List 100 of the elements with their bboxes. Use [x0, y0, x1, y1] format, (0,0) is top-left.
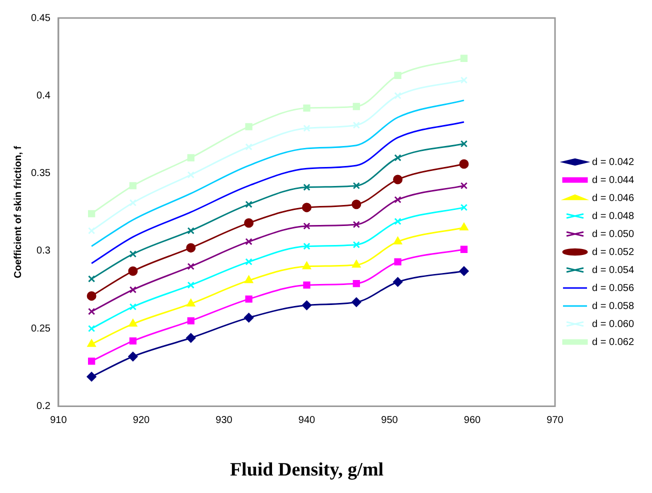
point	[394, 218, 402, 225]
point	[87, 339, 96, 347]
y-tick-label: 0.35	[30, 168, 51, 180]
point	[303, 104, 310, 112]
point	[186, 243, 196, 253]
x-tick-label: 970	[546, 414, 564, 426]
x-tick-label: 920	[132, 414, 150, 426]
point	[245, 238, 252, 246]
point	[86, 372, 96, 382]
point	[394, 154, 402, 162]
point	[352, 260, 361, 268]
point	[129, 250, 137, 258]
legend-label: d = 0.052	[592, 246, 634, 258]
legend-label: d = 0.056	[592, 282, 634, 294]
legend-label: d = 0.050	[592, 228, 634, 240]
y-axis-title: Coefficient of skin friction, f	[12, 145, 24, 278]
point	[187, 282, 194, 289]
point	[88, 275, 96, 282]
point	[459, 159, 469, 169]
point	[244, 218, 254, 228]
y-tick-label: 0.2	[36, 400, 51, 412]
point	[394, 72, 402, 80]
point	[245, 123, 252, 130]
point	[129, 303, 137, 310]
point	[88, 227, 96, 234]
point	[394, 92, 402, 100]
point	[128, 266, 138, 276]
point	[244, 312, 254, 322]
point	[303, 222, 310, 230]
y-tick-label: 0.4	[36, 90, 51, 102]
legend-label: d = 0.060	[592, 318, 634, 330]
legend-label: d = 0.048	[592, 210, 634, 222]
point	[393, 277, 403, 287]
point	[129, 182, 137, 190]
point	[303, 124, 310, 132]
point	[393, 174, 403, 184]
point	[460, 76, 468, 84]
point	[302, 262, 311, 270]
point	[394, 196, 402, 204]
point	[88, 210, 96, 218]
point	[187, 227, 194, 234]
point	[88, 308, 96, 316]
legend-label: d = 0.042	[592, 156, 634, 168]
x-tick-label: 910	[50, 414, 68, 426]
point	[460, 222, 468, 230]
point	[86, 291, 96, 301]
point	[352, 241, 360, 248]
x-tick-label: 960	[464, 414, 482, 426]
point	[352, 102, 360, 110]
point	[460, 54, 468, 62]
legend-label: d = 0.062	[592, 336, 634, 348]
x-axis-title: Fluid Density, g/ml	[230, 460, 384, 481]
point	[88, 324, 96, 332]
y-tick-label: 0.25	[30, 323, 51, 334]
x-tick-label: 950	[381, 414, 398, 426]
point	[187, 171, 194, 178]
point	[352, 122, 360, 129]
point	[129, 199, 137, 206]
point	[245, 200, 252, 208]
x-tick-label: 930	[216, 414, 233, 426]
legend-label: d = 0.044	[592, 174, 634, 186]
point	[303, 282, 310, 289]
y-tick-label: 0.3	[36, 246, 51, 257]
point	[460, 182, 468, 190]
point	[303, 242, 310, 250]
line-series	[90, 121, 465, 264]
point	[88, 358, 96, 365]
point	[460, 246, 468, 253]
point	[394, 236, 402, 244]
point	[302, 202, 312, 212]
x-tick-label: 940	[298, 414, 316, 426]
y-tick-label: 0.45	[30, 12, 51, 24]
point	[186, 298, 196, 306]
point	[245, 258, 252, 266]
point	[186, 333, 196, 343]
legend-label: d = 0.054	[592, 264, 634, 276]
legend-label: d = 0.058	[592, 300, 634, 312]
point	[352, 220, 360, 228]
point	[128, 319, 138, 327]
point	[352, 200, 362, 210]
point	[352, 280, 360, 288]
point	[128, 352, 138, 362]
point	[302, 300, 312, 310]
point	[352, 182, 360, 190]
point	[303, 184, 310, 191]
point	[244, 276, 254, 284]
point	[129, 286, 137, 294]
point	[394, 258, 402, 266]
point	[245, 143, 252, 150]
point	[245, 295, 252, 303]
point	[460, 140, 468, 148]
point	[187, 262, 194, 270]
point	[129, 337, 137, 345]
point	[187, 154, 194, 162]
point	[460, 204, 468, 212]
point	[187, 317, 194, 324]
point	[459, 266, 469, 276]
legend-label: d = 0.046	[592, 192, 634, 204]
point	[352, 297, 362, 307]
line-series	[90, 100, 465, 248]
